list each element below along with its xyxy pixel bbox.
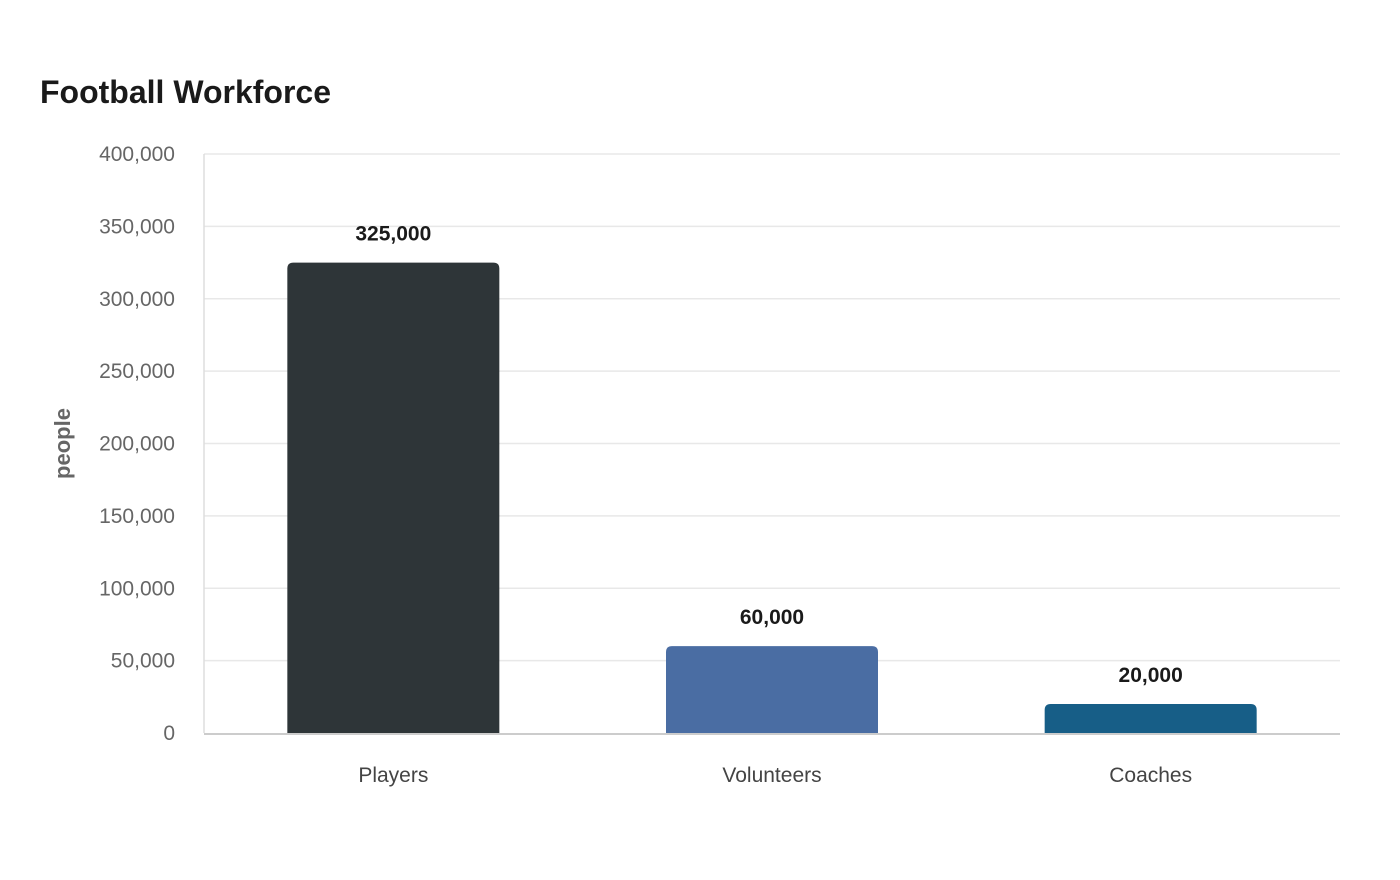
y-tick-label: 250,000	[99, 360, 175, 383]
y-tick-label: 0	[163, 722, 175, 745]
y-tick-label: 350,000	[99, 215, 175, 238]
bar-players	[287, 262, 500, 733]
data-label-coaches: 20,000	[1119, 664, 1183, 687]
y-tick-label: 400,000	[99, 143, 175, 166]
data-labels: 325,000 60,000 20,000	[355, 223, 1182, 687]
x-axis-categories: Players Volunteers Coaches	[358, 764, 1192, 787]
y-tick-label: 50,000	[111, 650, 175, 673]
y-axis-ticks: 0 50,000 100,000 150,000 200,000 250,000 300,0…	[99, 143, 175, 745]
y-axis-label: people	[50, 408, 75, 479]
x-tick-label-volunteers: Volunteers	[722, 764, 821, 787]
bar-volunteers	[666, 646, 878, 733]
bars	[287, 262, 1257, 733]
data-label-volunteers: 60,000	[740, 606, 804, 629]
x-tick-label-players: Players	[358, 764, 428, 787]
y-tick-label: 150,000	[99, 505, 175, 528]
bar-coaches	[1044, 704, 1257, 733]
chart-title: Football Workforce	[40, 74, 331, 110]
x-tick-label-coaches: Coaches	[1109, 764, 1192, 787]
y-tick-label: 200,000	[99, 433, 175, 456]
y-tick-label: 100,000	[99, 577, 175, 600]
data-label-players: 325,000	[355, 223, 431, 246]
y-tick-label: 300,000	[99, 288, 175, 311]
